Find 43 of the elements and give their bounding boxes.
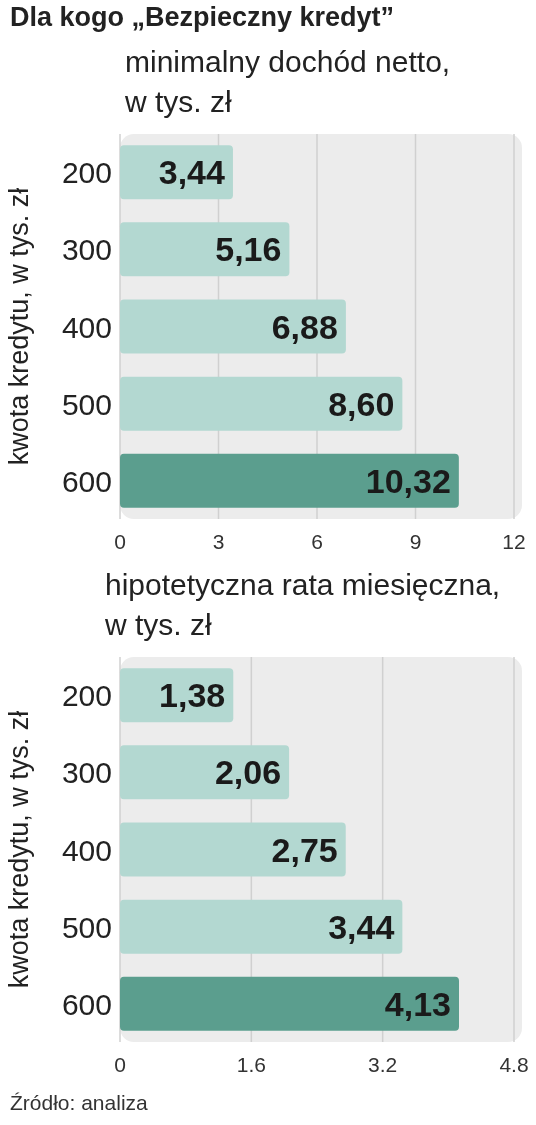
data-label: 2,75 (271, 830, 338, 869)
y-tick-label: 200 (61, 156, 112, 190)
data-label: 8,60 (328, 384, 395, 423)
chart-subtitle: minimalny dochód netto, w tys. zł (124, 45, 451, 118)
bar (120, 376, 403, 431)
data-label: 3,44 (158, 153, 226, 192)
bar (120, 899, 403, 954)
bar (120, 976, 459, 1031)
bar (120, 745, 290, 800)
data-label: 4,13 (384, 984, 451, 1023)
x-tick-label: 9 (409, 530, 422, 553)
text: Źródło: analiza (10, 1091, 149, 1114)
data-label: 3,44 (328, 907, 395, 946)
y-tick-label: 300 (61, 756, 112, 790)
y-tick-label: 200 (61, 679, 112, 713)
data-label: 10,32 (365, 461, 451, 500)
bar (120, 453, 459, 508)
data-label: 5,16 (215, 230, 282, 269)
y-tick-label: 600 (61, 464, 112, 498)
y-tick-label: 300 (61, 233, 112, 267)
y-tick-label: 400 (61, 833, 112, 867)
x-tick-label: 3.2 (368, 1053, 398, 1076)
y-tick-label: 500 (61, 387, 112, 421)
y-axis-title: kwota kredytu, w tys. zł (4, 710, 34, 989)
bar (120, 299, 346, 354)
data-label: 6,88 (271, 307, 338, 346)
chart-subtitle: hipotetyczna rata miesięczna, w tys. zł (104, 568, 501, 641)
x-tick-label: 4.8 (499, 1053, 529, 1076)
x-tick-label: 12 (502, 530, 526, 553)
x-tick-label: 3 (212, 530, 225, 553)
y-tick-label: 600 (61, 987, 112, 1021)
x-tick-label: 1.6 (236, 1053, 266, 1076)
bar (120, 222, 290, 277)
x-tick-label: 6 (311, 530, 323, 553)
data-label: 2,06 (214, 753, 282, 792)
y-tick-label: 400 (61, 310, 112, 344)
chart-title: Dla kogo „Bezpieczny kredyt” (10, 2, 395, 32)
y-axis-title: kwota kredytu, w tys. zł (4, 187, 34, 466)
x-tick-label: 0 (114, 530, 126, 553)
bar (120, 822, 346, 877)
y-tick-label: 500 (61, 910, 112, 944)
data-label: 1,38 (159, 676, 226, 715)
x-tick-label: 0 (114, 1053, 126, 1076)
